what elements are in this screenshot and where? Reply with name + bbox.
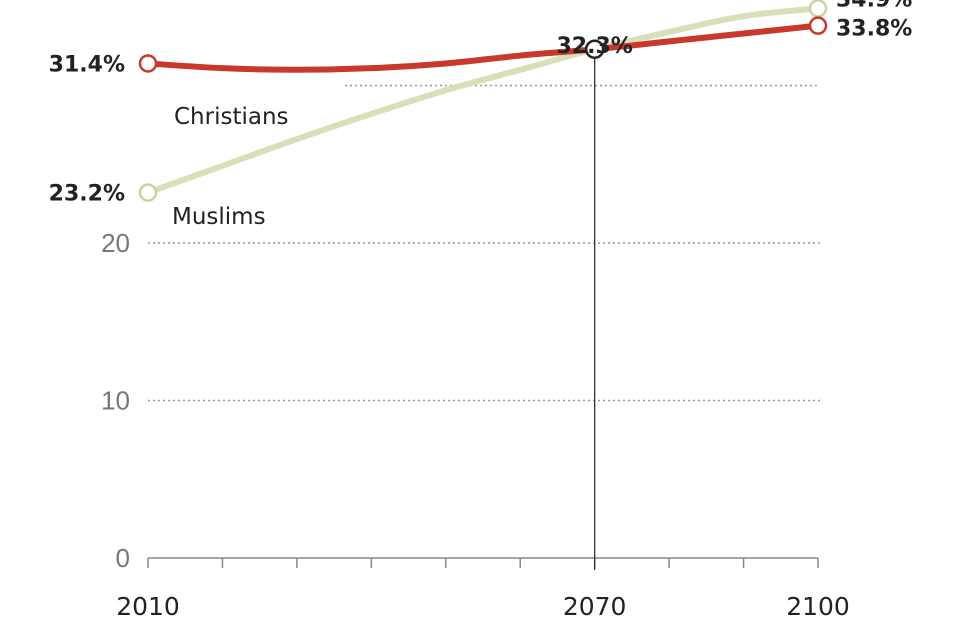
series-label-muslims: Muslims — [172, 204, 266, 230]
christians-line — [145, 22, 821, 73]
crossover-point — [584, 39, 605, 60]
gridlines — [148, 84, 820, 402]
crossover-label: 32.3% — [557, 34, 633, 59]
muslims-line — [145, 5, 821, 196]
muslims-start-point — [138, 183, 158, 202]
series-markers — [138, 0, 828, 202]
x-tick-label: 2010 — [116, 592, 180, 621]
value-labels: 23.2% 34.9% 31.4% 33.8% Christians Muslims 32.… — [49, 0, 913, 230]
y-tick-label: 10 — [101, 386, 130, 416]
muslims-end-point — [808, 0, 828, 18]
x-tick-label: 2100 — [786, 592, 850, 621]
series-label-christians: Christians — [174, 104, 289, 130]
y-tick-label: 0 — [116, 543, 130, 573]
series-lines — [145, 5, 821, 196]
christians-start-label: 31.4% — [49, 52, 125, 77]
christians-start-point — [138, 54, 158, 73]
x-tick-label: 2070 — [563, 592, 627, 621]
muslims-start-label: 23.2% — [49, 182, 125, 207]
tick-labels: 0 10 20 2010 2070 2100 — [101, 228, 850, 621]
x-axis — [147, 49, 819, 570]
christians-end-point — [808, 16, 828, 35]
y-tick-label: 20 — [101, 228, 130, 258]
christians-end-label: 33.8% — [836, 17, 912, 42]
muslims-end-label: 34.9% — [836, 0, 912, 12]
